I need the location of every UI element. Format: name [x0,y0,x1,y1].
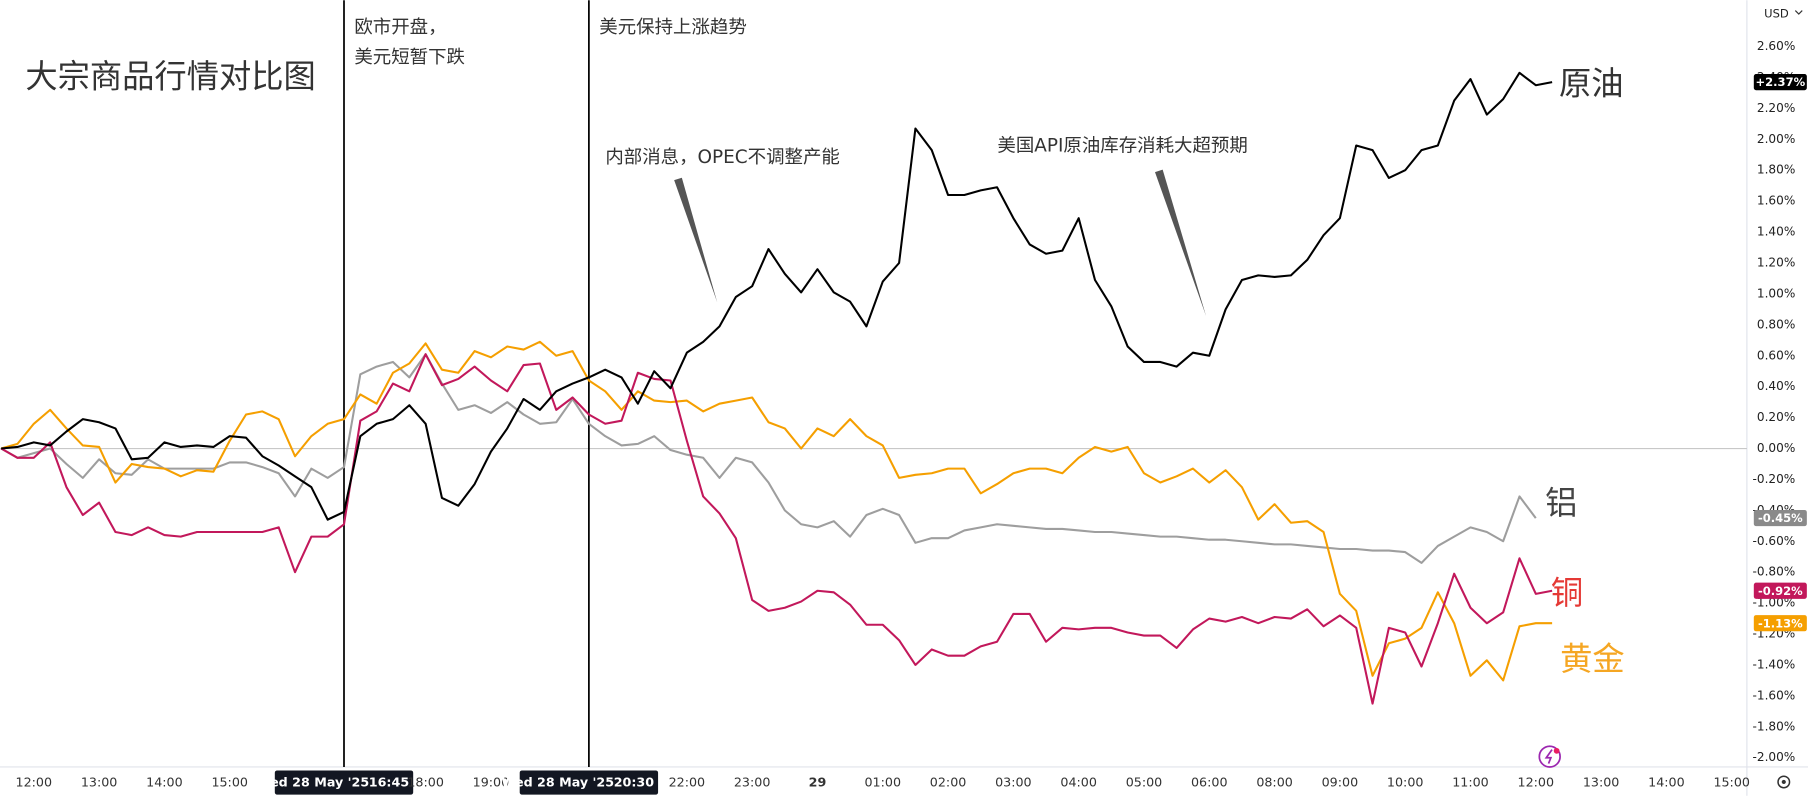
last-value-label: -0.92% [1758,584,1803,598]
y-tick-label: -0.80% [1753,565,1796,579]
replay-icon[interactable] [1538,745,1561,768]
y-tick-label: -0.60% [1753,534,1796,548]
y-tick-label: 0.60% [1757,348,1795,362]
annotation-arrow [674,177,718,303]
y-tick-label: -1.60% [1753,688,1796,702]
y-tick-label: 1.20% [1757,256,1795,270]
last-value-pill [1753,74,1807,91]
last-value-pill [1753,615,1807,632]
y-tick-label: 1.40% [1757,225,1795,239]
dropdown-icon[interactable] [1794,10,1803,15]
y-tick-label: 0.00% [1757,441,1795,455]
pill-time: 16:45 [369,775,409,790]
last-value-pill [1753,582,1807,599]
y-tick-label: 0.80% [1757,317,1795,331]
x-tick-label: 05:00 [1126,775,1163,790]
x-tick-label: 02:00 [930,775,967,790]
x-tick-label: 12:00 [1518,775,1555,790]
series-line [0,340,1553,682]
y-tick-label: -2.00% [1753,750,1796,764]
series-label: 黄金 [1560,640,1625,678]
x-tick-label: 14:00 [146,775,183,790]
date-pill [274,770,414,795]
x-tick-label: 23:00 [734,775,771,790]
gear-hub[interactable] [1781,779,1786,785]
series-label: 原油 [1559,65,1624,103]
last-value-label: -1.13% [1758,616,1803,630]
series-line [0,353,1537,564]
last-value-label: +2.37% [1756,75,1806,89]
x-tick-label: 29 [809,775,827,790]
x-tick-label: 09:00 [1322,775,1359,790]
date-pill [519,770,659,795]
y-tick-label: 0.20% [1757,410,1795,424]
series-label: 铜 [1551,574,1583,612]
x-tick-label: 08:00 [1256,775,1293,790]
icon-dot[interactable] [1553,747,1560,754]
icon-bolt[interactable] [1544,749,1553,764]
x-tick-label: 03:00 [995,775,1032,790]
x-tick-label: 15:00 [1713,775,1750,790]
icon-ring[interactable] [1538,745,1561,768]
y-tick-label: 1.00% [1757,286,1795,300]
annotation: 美国API原油库存消耗大超预期 [997,136,1247,157]
series-line [0,353,1553,705]
x-tick-label: 06:00 [1191,775,1228,790]
event-note: 美元保持上涨趋势 [599,17,747,38]
x-tick-label: 19:00 [473,775,510,790]
annotation: 内部消息，OPEC不调整产能 [605,147,840,168]
x-tick-label: 15:00 [211,775,248,790]
gear[interactable] [1777,775,1791,789]
x-tick-label: 13:00 [1583,775,1620,790]
x-tick-label: 11:00 [1452,775,1489,790]
y-tick-label: 1.80% [1757,163,1795,177]
settings-icon[interactable] [1777,775,1791,789]
y-tick-label: 0.40% [1757,379,1795,393]
currency[interactable]: USD [1764,7,1789,21]
last-value-label: -0.45% [1758,511,1803,525]
series-label: 铝 [1545,484,1577,522]
y-tick-label: 2.60% [1757,39,1795,53]
annotation-arrow [1154,169,1207,317]
y-tick-label: 2.00% [1757,132,1795,146]
y-tick-label: -1.00% [1753,596,1796,610]
x-tick-label: 10:00 [1387,775,1424,790]
pill-date: Wed 28 May '25 [501,775,614,790]
event-note: 欧市开盘， [354,17,446,38]
x-tick-label: 22:00 [669,775,706,790]
x-tick-label: 01:00 [864,775,901,790]
last-value-pill [1753,510,1807,527]
x-tick-label: 12:00 [16,775,53,790]
y-tick-label: 1.60% [1757,194,1795,208]
x-tick-label: 13:00 [81,775,118,790]
pill-time: 20:30 [614,775,655,790]
chart-title: 大宗商品行情对比图 [25,58,315,96]
x-tick-label: 04:00 [1060,775,1097,790]
pill-date: Wed 28 May '25 [257,775,370,790]
series-line [1,71,1553,521]
x-tick-label: 14:00 [1648,775,1685,790]
y-tick-label: -1.40% [1753,657,1796,671]
event-note: 美元短暂下跌 [354,47,465,68]
y-tick-label: -1.80% [1753,719,1796,733]
y-tick-label: -0.20% [1753,472,1796,486]
y-tick-label: 2.20% [1757,101,1795,115]
x-tick-label: 18:00 [407,775,444,790]
